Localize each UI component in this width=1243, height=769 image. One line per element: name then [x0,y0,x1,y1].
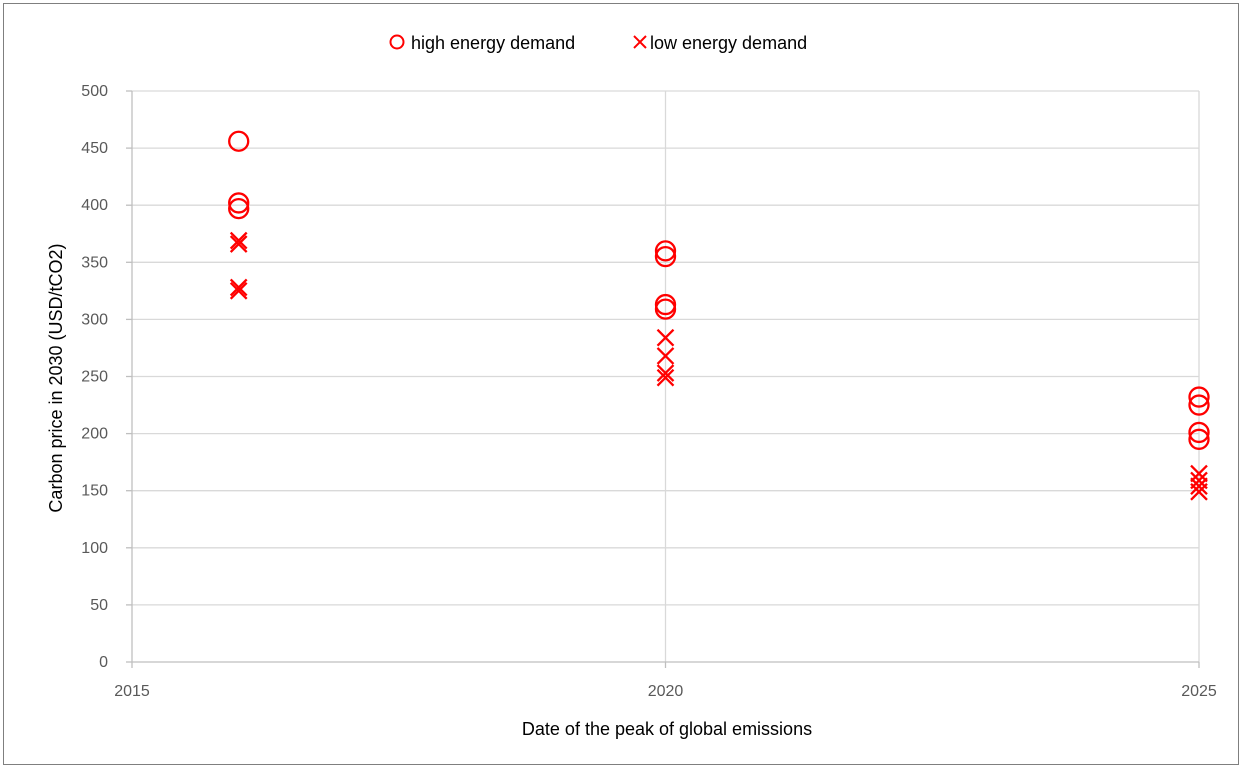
low-demand-point [229,235,248,253]
y-tick-label: 100 [81,540,108,557]
low-demand-point [1190,483,1208,501]
y-tick-label: 450 [81,140,108,157]
high-demand-point [1188,428,1210,450]
high-demand-point [1188,394,1210,416]
x-tick-label: 2015 [114,683,150,700]
y-tick-label: 350 [81,254,108,271]
high-demand-point [654,298,677,320]
low-demand-point [656,364,675,382]
high-demand-point [654,240,677,262]
y-axis-title: Carbon price in 2030 (USD/tCO2) [46,243,66,512]
high-demand-point [228,192,250,214]
legend-label-high: high energy demand [411,33,575,53]
y-tick-labels: 0 50 100 150 200 250 300 350 400 450 500 [81,83,108,671]
y-tick-label: 250 [81,369,108,386]
gridlines [132,90,1200,662]
legend-label-low: low energy demand [650,33,807,53]
y-tick-label: 500 [81,83,108,100]
y-tick-label: 400 [81,197,108,214]
x-axis-title: Date of the peak of global emissions [522,719,812,739]
high-demand-point [654,245,677,268]
y-tick-label: 200 [81,426,108,443]
high-demand-point [228,130,250,152]
low-demand-point [229,231,248,250]
legend-x-marker [633,35,647,49]
axes [126,90,1200,668]
x-tick-label: 2020 [648,683,684,700]
data-points [228,130,1210,501]
low-demand-point [1190,477,1208,495]
y-tick-label: 0 [99,654,108,671]
y-tick-label: 300 [81,311,108,328]
legend-circle-marker [389,34,405,50]
low-demand-point [229,282,248,300]
y-tick-label: 150 [81,483,108,500]
high-demand-point [228,197,250,220]
x-tick-labels: 2015 2020 2025 [114,683,1217,700]
low-demand-point [656,328,675,347]
high-demand-point [1188,421,1210,444]
low-demand-point [656,368,675,387]
y-tick-label: 50 [90,597,108,614]
chart-frame [3,3,1239,765]
legend: high energy demand low energy demand [389,33,807,53]
low-demand-point [656,347,675,365]
low-demand-point [1190,464,1208,483]
low-demand-point [229,278,248,297]
x-tick-label: 2025 [1181,683,1217,700]
high-demand-point [1188,386,1210,408]
